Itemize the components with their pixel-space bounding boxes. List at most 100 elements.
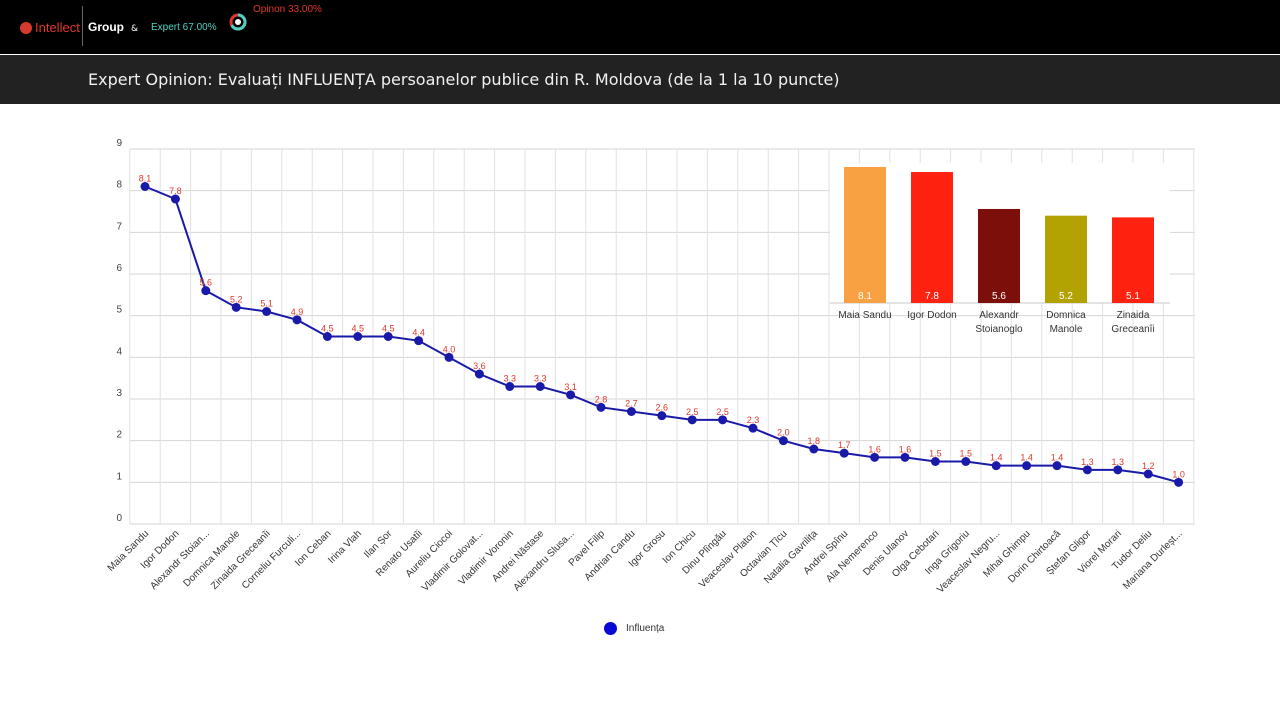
title-bar <box>0 55 1280 104</box>
data-point <box>1052 461 1062 471</box>
data-point <box>626 407 636 416</box>
inset-bar-label: Maia Sandu <box>838 310 891 321</box>
inset-bar-label: Alexandr <box>979 310 1019 321</box>
data-label: 1.2 <box>1142 461 1155 471</box>
chart-legend[interactable]: Influența <box>604 622 664 635</box>
data-label: 1.4 <box>1051 453 1064 463</box>
inset-bar <box>911 172 953 303</box>
data-label: 5.6 <box>200 278 213 288</box>
inset-bar <box>1045 215 1087 303</box>
data-point <box>262 307 272 316</box>
y-tick-label: 6 <box>116 263 122 274</box>
data-label: 1.5 <box>929 449 942 459</box>
data-point <box>778 436 788 446</box>
data-label: 1.4 <box>1020 453 1033 463</box>
page-title: Expert Opinion: Evaluați INFLUENȚA perso… <box>88 70 840 89</box>
data-point <box>353 332 363 341</box>
data-label: 2.7 <box>625 399 638 409</box>
opinion-share-label: Opinon 33.00% <box>253 4 322 15</box>
data-label: 1.0 <box>1172 469 1185 479</box>
data-point <box>1174 477 1184 487</box>
y-tick-label: 7 <box>116 221 122 232</box>
data-point <box>505 382 515 391</box>
data-label: 4.5 <box>352 324 365 334</box>
inset-bar-value: 7.8 <box>925 291 939 302</box>
data-label: 2.8 <box>595 394 608 404</box>
donut-center <box>235 19 241 25</box>
data-label: 4.0 <box>443 344 456 354</box>
data-label: 3.3 <box>504 374 517 384</box>
data-point <box>839 448 849 458</box>
data-point <box>1143 469 1153 479</box>
x-tick-label: Irina Vlah <box>326 528 364 566</box>
y-tick-label: 0 <box>116 513 122 524</box>
inset-bar <box>1112 217 1154 303</box>
data-point <box>687 415 697 425</box>
logo-text: Intellect <box>35 20 80 35</box>
data-point <box>596 402 606 412</box>
data-point <box>809 444 819 454</box>
data-point <box>961 457 971 466</box>
logo-gear-icon <box>20 21 32 34</box>
data-point <box>383 332 393 341</box>
data-label: 4.9 <box>291 307 304 317</box>
data-point <box>930 457 940 466</box>
inset-bar-label: Igor Dodon <box>907 310 956 321</box>
y-tick-label: 2 <box>116 430 122 441</box>
intellect-logo[interactable]: Intellect <box>20 20 80 35</box>
data-point <box>140 182 150 191</box>
logo-divider <box>82 6 83 46</box>
top-bar: Intellect Group & Expert 67.00% Opinon 3… <box>0 0 1280 54</box>
ampersand: & <box>131 24 139 34</box>
data-label: 2.5 <box>716 407 729 417</box>
inset-bar-label: Zinaida <box>1117 310 1150 321</box>
data-label: 2.6 <box>656 403 669 413</box>
data-point <box>292 315 302 325</box>
inset-bar <box>978 208 1020 303</box>
data-point <box>1082 465 1092 475</box>
x-tick-label: Dorin Chirtoacă <box>1006 528 1063 585</box>
y-tick-label: 5 <box>116 305 122 316</box>
inset-bar-value: 5.6 <box>992 291 1006 302</box>
data-point <box>718 415 728 425</box>
data-label: 1.3 <box>1112 457 1125 467</box>
inset-bar-label: Domnica <box>1046 310 1086 321</box>
data-label: 2.5 <box>686 407 699 417</box>
data-label: 5.2 <box>230 294 243 304</box>
data-label: 1.3 <box>1081 457 1094 467</box>
data-point <box>1022 461 1032 471</box>
data-label: 1.6 <box>868 444 881 454</box>
data-point <box>870 452 880 462</box>
inset-bar-value: 5.2 <box>1059 291 1073 302</box>
inset-bar-value: 5.1 <box>1126 291 1140 302</box>
x-tick-label: Natalia Gavrilița <box>762 528 820 586</box>
data-point <box>900 452 910 462</box>
x-tick-label: Ala Nemerenco <box>824 528 881 585</box>
data-label: 1.5 <box>960 449 973 459</box>
donut-expert-arc <box>229 13 247 31</box>
data-point <box>322 332 332 341</box>
data-label: 7.8 <box>169 186 182 196</box>
inset-bar-value: 8.1 <box>858 291 872 302</box>
data-label: 2.3 <box>747 415 760 425</box>
data-label: 4.4 <box>412 328 425 338</box>
data-label: 4.5 <box>321 324 334 334</box>
expert-opinion-donut <box>229 13 247 31</box>
data-point <box>748 423 758 433</box>
data-label: 1.4 <box>990 453 1003 463</box>
data-point <box>566 390 576 400</box>
data-label: 1.8 <box>808 436 821 446</box>
data-point <box>231 302 241 312</box>
x-tick-label: Mariana Durleșt... <box>1121 528 1185 592</box>
data-point <box>535 382 545 391</box>
legend-marker <box>604 622 617 635</box>
y-tick-label: 9 <box>116 138 122 149</box>
data-label: 2.0 <box>777 428 790 438</box>
data-label: 8.1 <box>139 174 152 184</box>
data-point <box>201 286 211 296</box>
inset-bar-label: Greceanîi <box>1111 324 1154 335</box>
legend-label: Influența <box>626 623 665 634</box>
inset-bar-label: Stoianoglo <box>975 324 1023 335</box>
y-tick-label: 8 <box>116 180 122 191</box>
data-label: 3.6 <box>473 361 486 371</box>
